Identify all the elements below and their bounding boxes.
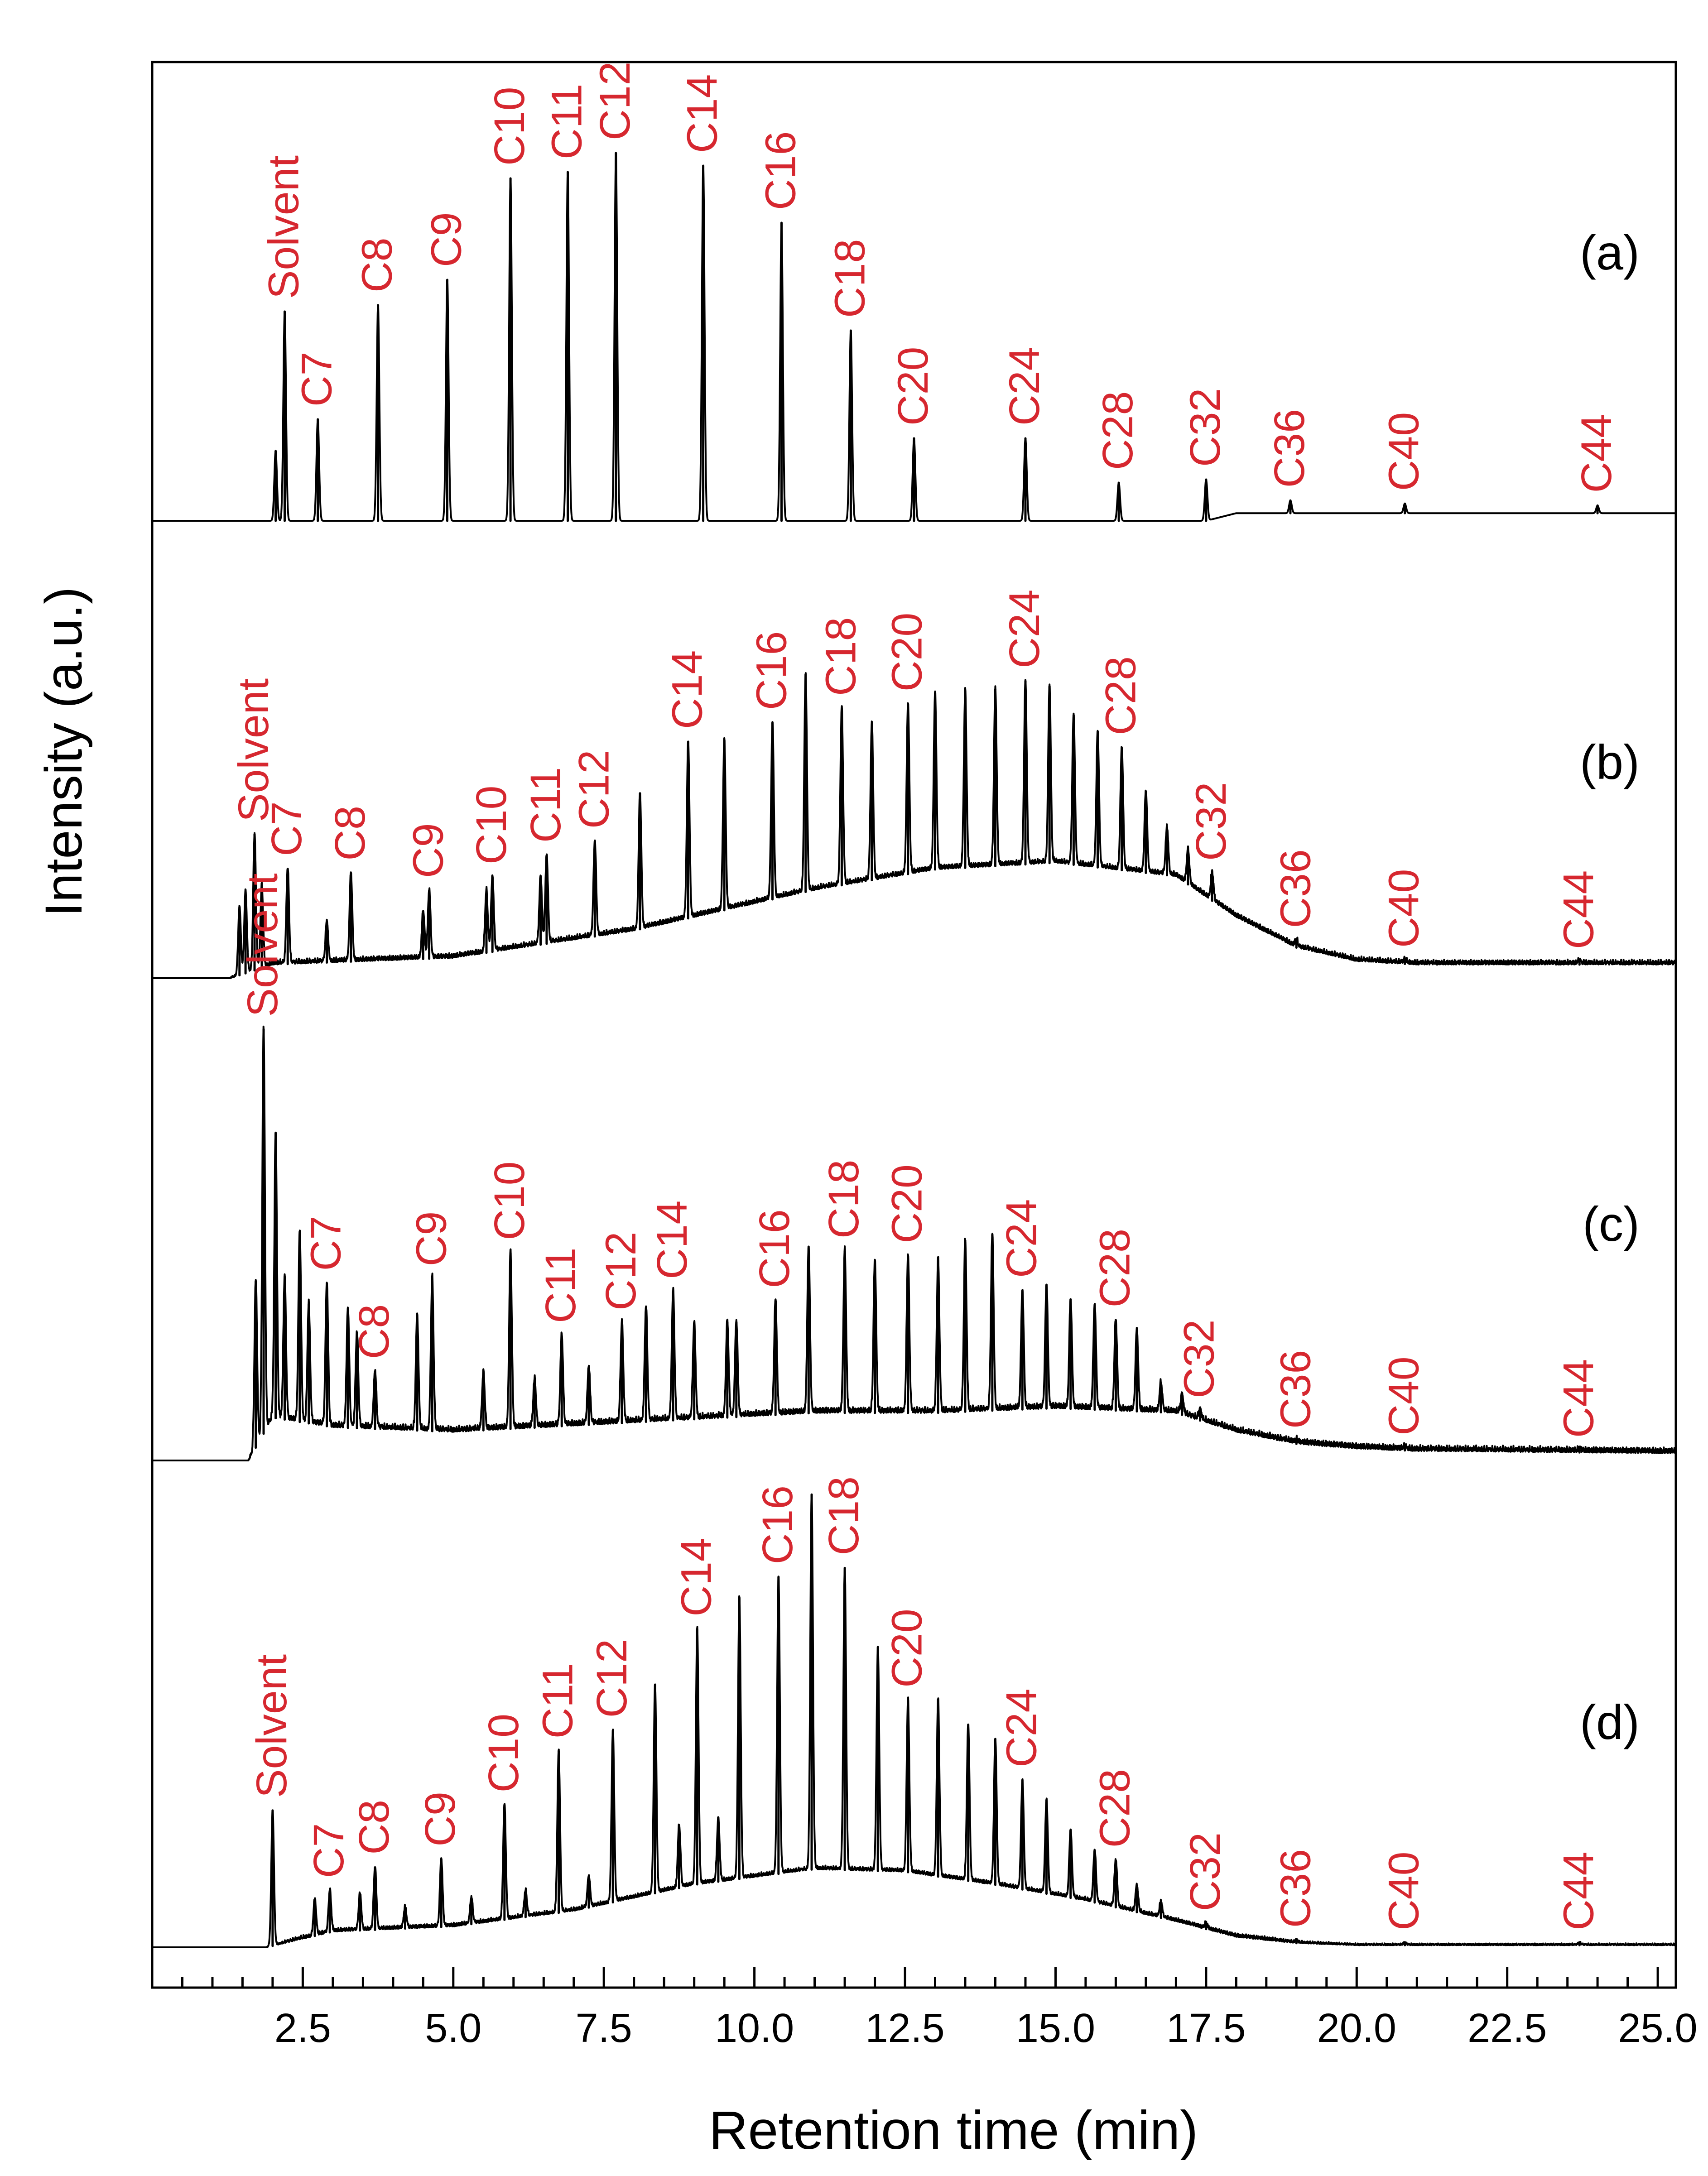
chromatogram-panel-d xyxy=(151,1493,1677,1948)
peak-label-a-c20: C20 xyxy=(889,347,937,426)
peak-label-b-c24: C24 xyxy=(1001,590,1049,668)
peak-label-c-c11: C11 xyxy=(537,1248,585,1323)
x-tick-label: 20.0 xyxy=(1317,2006,1396,2051)
x-tick-label: 17.5 xyxy=(1166,2006,1246,2051)
panel-label-a: (a) xyxy=(1580,225,1640,280)
peak-label-a-c44: C44 xyxy=(1573,414,1621,493)
peak-label-a-c14: C14 xyxy=(678,74,727,153)
peak-label-a-c32: C32 xyxy=(1181,388,1229,467)
peak-label-a-c40: C40 xyxy=(1380,412,1428,491)
peak-label-b-c20: C20 xyxy=(883,613,931,692)
peak-label-b-c32: C32 xyxy=(1187,782,1235,861)
peak-label-b-c36: C36 xyxy=(1271,849,1319,928)
peak-label-c-c20: C20 xyxy=(883,1164,931,1243)
peak-label-d-c11: C11 xyxy=(534,1663,582,1739)
y-axis-title: Intensity (a.u.) xyxy=(35,587,93,917)
peak-label-b-c9: C9 xyxy=(404,823,452,878)
peak-label-c-solvent: Solvent xyxy=(239,874,287,1017)
peak-label-d-c36: C36 xyxy=(1271,1849,1319,1928)
peak-label-d-c44: C44 xyxy=(1554,1852,1602,1931)
peak-label-c-c16: C16 xyxy=(751,1209,799,1288)
peak-label-a-c18: C18 xyxy=(826,239,874,318)
x-tick-label: 10.0 xyxy=(715,2006,794,2051)
peak-label-a-c12: C12 xyxy=(591,62,639,140)
peak-label-d-c7: C7 xyxy=(305,1823,353,1878)
peak-label-a-c24: C24 xyxy=(1001,347,1049,426)
peak-label-b-c14: C14 xyxy=(663,650,711,729)
x-tick-label: 12.5 xyxy=(866,2006,945,2051)
peak-label-b-c16: C16 xyxy=(748,631,796,710)
peak-label-c-c40: C40 xyxy=(1380,1356,1428,1435)
peak-label-d-c24: C24 xyxy=(997,1689,1045,1768)
peak-label-c-c18: C18 xyxy=(820,1160,868,1239)
peak-label-b-c28: C28 xyxy=(1097,656,1145,735)
chromatogram-panel-b xyxy=(151,672,1677,979)
peak-label-a-c11: C11 xyxy=(543,84,591,159)
peak-label-c-c36: C36 xyxy=(1271,1350,1319,1429)
peak-label-a-c28: C28 xyxy=(1094,391,1142,470)
peak-label-d-solvent: Solvent xyxy=(248,1654,296,1798)
peak-label-b-c44: C44 xyxy=(1554,870,1602,949)
peak-label-c-c32: C32 xyxy=(1175,1320,1223,1398)
trace-c xyxy=(151,1025,1677,1461)
trace-b xyxy=(151,672,1677,979)
peak-label-d-c32: C32 xyxy=(1181,1832,1229,1911)
peak-label-a-solvent: Solvent xyxy=(260,155,308,299)
peak-label-d-c8: C8 xyxy=(350,1800,398,1854)
x-tick-label: 22.5 xyxy=(1467,2006,1547,2051)
peak-label-d-c9: C9 xyxy=(416,1792,464,1846)
x-tick-label: 15.0 xyxy=(1016,2006,1095,2051)
chromatogram-panel-a xyxy=(151,152,1677,522)
peak-label-b-c11: C11 xyxy=(522,767,570,843)
x-tick-label: 2.5 xyxy=(274,2006,331,2051)
panel-label-d: (d) xyxy=(1580,1695,1640,1749)
peak-label-a-c7: C7 xyxy=(293,352,341,407)
x-axis-title: Retention time (min) xyxy=(709,2100,1198,2161)
peak-label-c-c28: C28 xyxy=(1091,1229,1139,1307)
peak-label-b-c18: C18 xyxy=(817,617,865,696)
peak-label-a-c16: C16 xyxy=(757,131,805,210)
panel-label-c: (c) xyxy=(1583,1196,1640,1251)
peak-label-a-c36: C36 xyxy=(1265,409,1313,488)
peak-label-c-c14: C14 xyxy=(648,1201,696,1279)
peak-label-d-c14: C14 xyxy=(672,1537,720,1616)
peak-label-d-c28: C28 xyxy=(1091,1769,1139,1848)
peak-label-c-c7: C7 xyxy=(302,1216,350,1271)
peak-label-c-c10: C10 xyxy=(486,1162,534,1240)
peak-label-d-c16: C16 xyxy=(754,1485,802,1564)
x-tick-label: 7.5 xyxy=(576,2006,632,2051)
peak-label-c-c44: C44 xyxy=(1554,1359,1602,1438)
peak-label-b-c8: C8 xyxy=(326,806,374,860)
peak-label-a-c10: C10 xyxy=(486,87,534,166)
peak-label-c-c24: C24 xyxy=(997,1199,1045,1278)
peak-label-d-c18: C18 xyxy=(820,1476,868,1555)
peak-labels-a: Solvent C7 C8 C9 C10 C11 C12 C14 C16 C18 C20 C24 C28… xyxy=(260,62,1621,493)
peak-label-b-c7: C7 xyxy=(263,801,311,856)
peak-label-d-c40: C40 xyxy=(1380,1852,1428,1931)
peak-label-b-solvent: Solvent xyxy=(230,678,278,822)
peak-label-a-c8: C8 xyxy=(353,238,401,293)
peak-label-b-c10: C10 xyxy=(467,786,515,865)
peak-label-b-c40: C40 xyxy=(1380,869,1428,948)
peak-label-b-c12: C12 xyxy=(570,750,618,829)
peak-label-c-c8: C8 xyxy=(350,1304,398,1359)
peak-label-c-c9: C9 xyxy=(407,1211,455,1266)
panel-label-b: (b) xyxy=(1580,735,1640,789)
chromatogram-panel-c xyxy=(151,1025,1677,1461)
peak-label-c-c12: C12 xyxy=(597,1232,645,1311)
peak-label-d-c20: C20 xyxy=(883,1609,931,1687)
peak-label-d-c12: C12 xyxy=(588,1639,636,1718)
plot-frame xyxy=(151,61,1677,1989)
x-tick-label: 25.0 xyxy=(1618,2006,1698,2051)
peak-label-d-c10: C10 xyxy=(480,1714,528,1792)
peak-label-a-c9: C9 xyxy=(423,212,471,267)
x-tick-label: 5.0 xyxy=(425,2006,481,2051)
